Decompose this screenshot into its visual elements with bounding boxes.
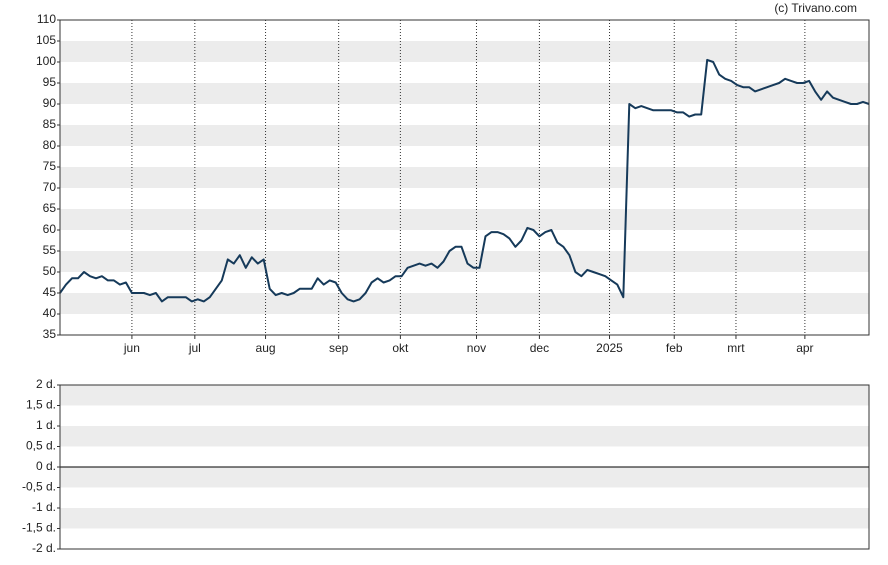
y-tick-label: 105 xyxy=(36,33,56,47)
price-line xyxy=(59,58,870,303)
y-tick-label: 90 xyxy=(43,96,57,110)
x-tick-label: sep xyxy=(329,341,349,355)
grid-band xyxy=(60,125,869,146)
grid-band xyxy=(60,209,869,230)
grid-band xyxy=(60,426,869,447)
y-tick-label: 100 xyxy=(36,54,56,68)
y-tick-label: 0 d. xyxy=(36,459,56,473)
x-tick-label: nov xyxy=(467,341,486,355)
y-tick-label: 85 xyxy=(43,117,57,131)
y-tick-label: -2 d. xyxy=(32,541,56,555)
x-tick-label: okt xyxy=(392,341,409,355)
x-tick-label: apr xyxy=(796,341,813,355)
y-tick-label: 0,5 d. xyxy=(26,439,56,453)
y-tick-label: 1,5 d. xyxy=(26,398,56,412)
y-tick-label: 35 xyxy=(43,327,57,341)
grid-band xyxy=(60,41,869,62)
y-tick-label: 75 xyxy=(43,159,57,173)
y-tick-label: 95 xyxy=(43,75,57,89)
grid-band xyxy=(60,167,869,188)
y-tick-label: 70 xyxy=(43,180,57,194)
y-tick-label: 50 xyxy=(43,264,57,278)
plot-frame xyxy=(59,19,870,336)
x-tick-label: mrt xyxy=(727,341,745,355)
x-tick-label: dec xyxy=(530,341,549,355)
y-tick-label: -1 d. xyxy=(32,500,56,514)
credit: (c) Trivano.com xyxy=(774,1,857,15)
grid-band xyxy=(60,83,869,104)
x-tick-label: jun xyxy=(123,341,140,355)
x-tick-label: feb xyxy=(666,341,683,355)
y-tick-label: -0,5 d. xyxy=(22,480,56,494)
y-tick-label: -1,5 d. xyxy=(22,521,56,535)
y-tick-label: 45 xyxy=(43,285,57,299)
y-tick-label: 1 d. xyxy=(36,418,56,432)
grid-band xyxy=(60,293,869,314)
grid-band xyxy=(60,385,869,406)
plot-frame xyxy=(59,384,870,550)
y-tick-label: 60 xyxy=(43,222,57,236)
grid-band xyxy=(60,467,869,488)
y-tick-label: 55 xyxy=(43,243,57,257)
y-tick-label: 80 xyxy=(43,138,57,152)
x-tick-label: jul xyxy=(188,341,201,355)
x-tick-label: aug xyxy=(256,341,276,355)
y-tick-label: 2 d. xyxy=(36,377,56,391)
y-tick-label: 40 xyxy=(43,306,57,320)
y-tick-label: 65 xyxy=(43,201,57,215)
grid-band xyxy=(60,508,869,529)
y-tick-label: 110 xyxy=(37,12,56,26)
x-tick-label: 2025 xyxy=(596,341,623,355)
grid-band xyxy=(60,251,869,272)
